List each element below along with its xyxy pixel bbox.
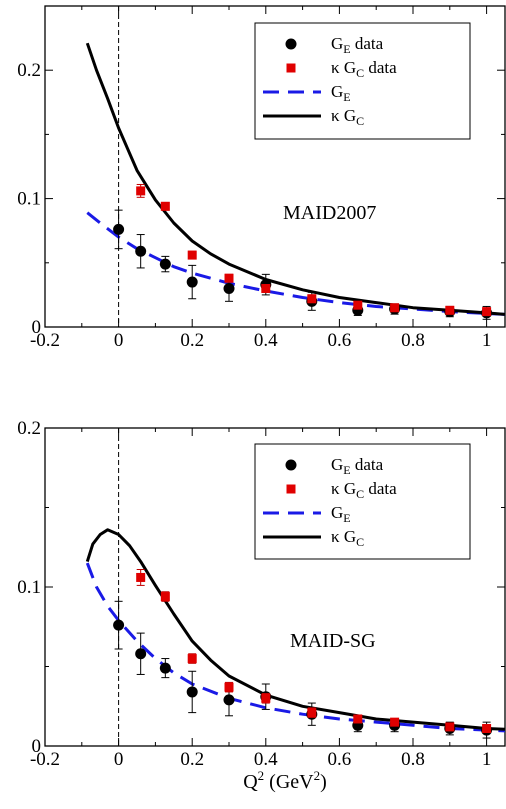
gc-data-point [482, 307, 492, 317]
gc-data-point [353, 300, 363, 310]
gc-data-point [136, 572, 146, 582]
gc-data-point [187, 654, 197, 664]
gc-data-point [160, 201, 170, 211]
ge-data-point [223, 694, 235, 706]
ge-data-point [223, 282, 235, 294]
x-tick-label: 0.6 [328, 749, 352, 770]
gc-curve-line [85, 42, 505, 316]
gc-data-point [224, 682, 234, 692]
gc-data-point [353, 714, 363, 724]
gc-data-point [187, 250, 197, 260]
x-tick-label: 0.8 [401, 330, 425, 351]
x-tick-label: 1 [482, 749, 492, 770]
legend-label-ge_curve: GE [331, 503, 351, 525]
gc-data-point [445, 722, 455, 732]
legend-marker-square [286, 484, 296, 494]
gc-data-point [445, 305, 455, 315]
y-tick-label: 0 [32, 736, 42, 757]
plot-frame [44, 5, 506, 328]
x-tick-label: 0.2 [180, 749, 204, 770]
ge-data-point [113, 223, 125, 235]
ge-curve-line [86, 211, 505, 316]
x-tick-label: 0.4 [254, 330, 278, 351]
gc-data-point [307, 708, 317, 718]
gc-data-point [390, 717, 400, 727]
gc-data-point [482, 724, 492, 734]
model-annotation: MAID-SG [290, 630, 376, 652]
ge-data-point [135, 245, 147, 257]
legend-label-gc_data: κ GC data [331, 58, 397, 80]
x-tick-label: 0.8 [401, 749, 425, 770]
x-tick-label: 0.2 [180, 330, 204, 351]
ge-data-point [135, 648, 147, 660]
y-tick-label: 0.1 [17, 577, 41, 598]
x-tick-label: -0.2 [30, 749, 60, 770]
x-tick-label: 1 [482, 330, 492, 351]
ge-data-point [113, 619, 125, 631]
legend-marker-square [286, 63, 296, 73]
gc-data-point [136, 186, 146, 196]
ge-data-point [186, 276, 198, 288]
x-tick-label: 0 [114, 749, 124, 770]
x-axis-title: Q2 (GeV2) [243, 768, 327, 793]
legend-label-gc_curve: κ GC [331, 106, 364, 128]
legend-label-gc_curve: κ GC [331, 527, 364, 549]
ge-data-point [159, 662, 171, 674]
gc-curve-line [85, 528, 505, 731]
x-tick-label: -0.2 [30, 330, 60, 351]
x-tick-label: 0 [114, 330, 124, 351]
gc-data-point [307, 294, 317, 304]
x-tick-label: 0.4 [254, 749, 278, 770]
gc-data-point [160, 592, 170, 602]
gc-data-point [390, 303, 400, 313]
gc-data-point [261, 283, 271, 293]
gc-data-point [224, 273, 234, 283]
y-tick-label: 0.1 [17, 189, 41, 210]
y-tick-label: 0.2 [17, 60, 41, 81]
legend-label-gc_data: κ GC data [331, 479, 397, 501]
x-tick-label: 0.6 [328, 330, 352, 351]
ge-data-point [159, 258, 171, 270]
ge-data-point [186, 686, 198, 698]
gc-data-point [261, 693, 271, 703]
legend-label-ge_data: GE data [331, 34, 384, 56]
model-annotation: MAID2007 [283, 202, 376, 224]
legend-marker-circle [285, 459, 297, 471]
legend-label-ge_data: GE data [331, 455, 384, 477]
y-tick-label: 0 [32, 317, 42, 338]
y-tick-label: 0.2 [17, 418, 41, 439]
legend-label-ge_curve: GE [331, 82, 351, 104]
legend-marker-circle [285, 38, 297, 50]
